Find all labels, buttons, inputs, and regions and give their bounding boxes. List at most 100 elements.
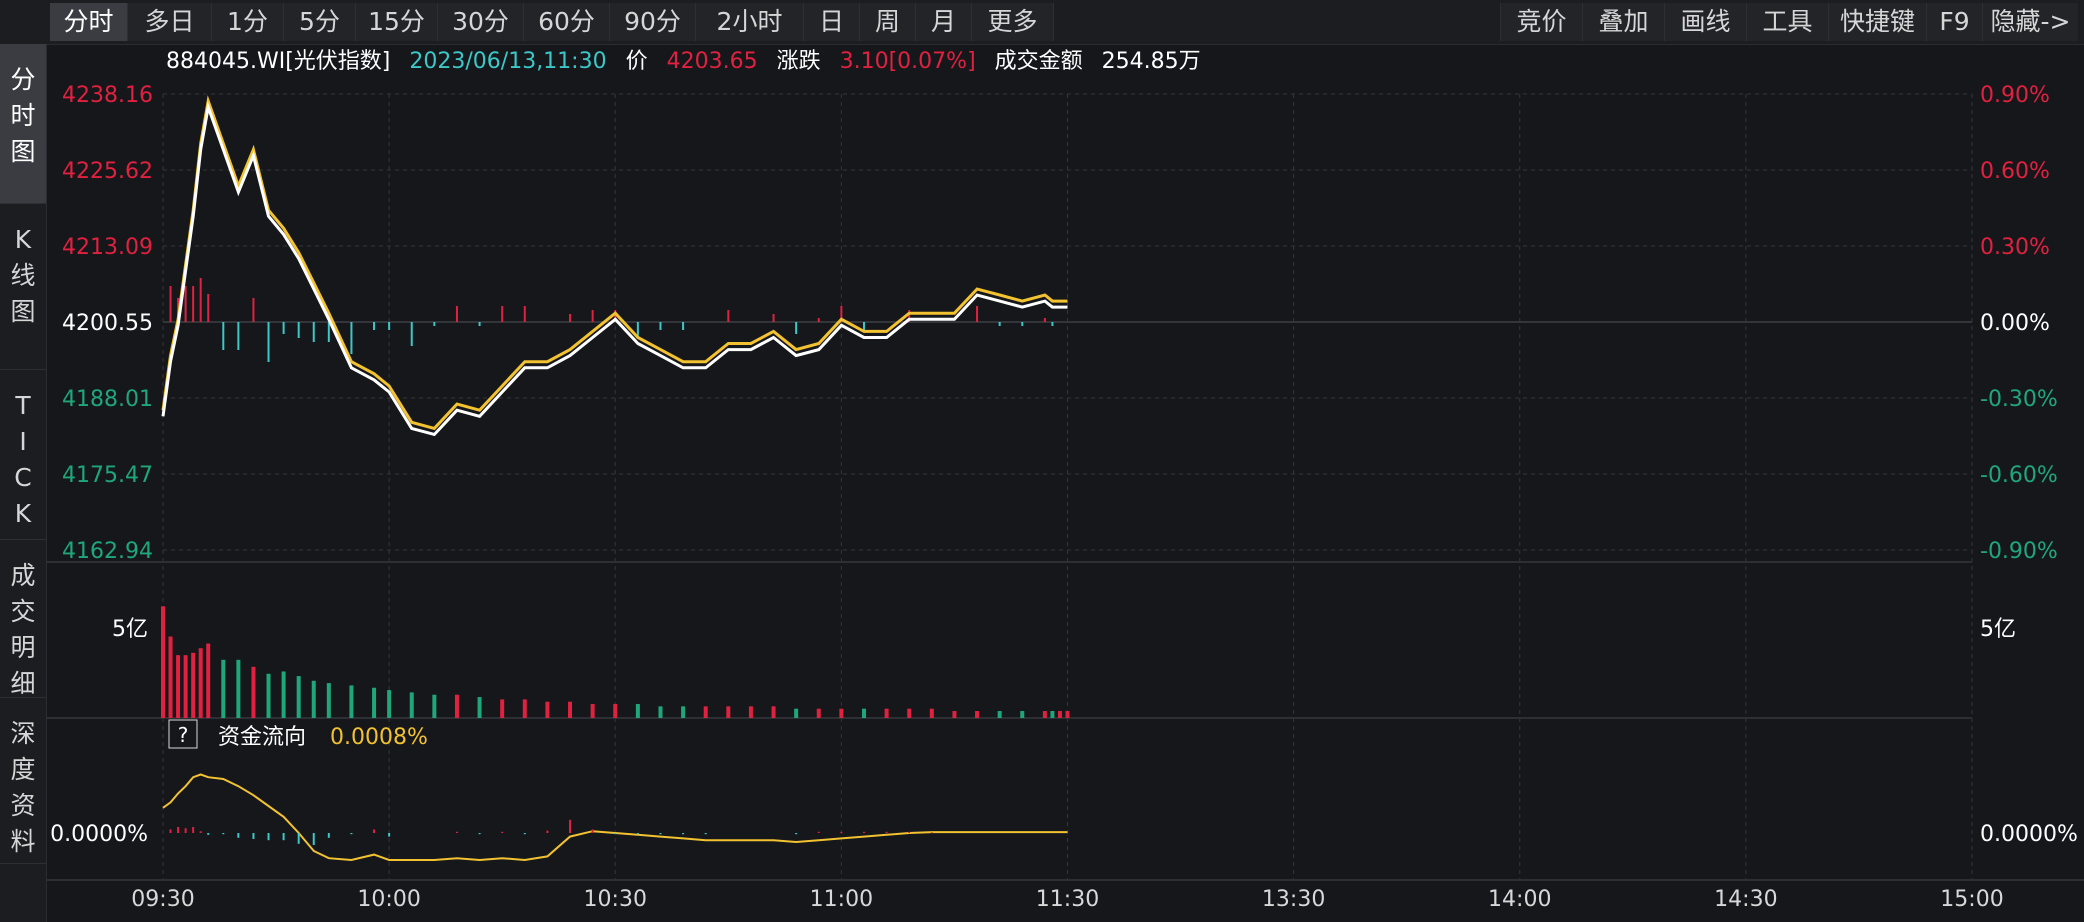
volume-bar [884, 708, 889, 718]
volume-bar [349, 685, 354, 718]
tab-1[interactable]: 多日 [128, 3, 212, 41]
volume-bar [311, 680, 316, 718]
volume-bar [221, 659, 226, 718]
tab-9[interactable]: 日 [804, 3, 860, 41]
volume-bar [281, 671, 286, 718]
volume-bar [387, 690, 392, 718]
volume-bar [168, 636, 173, 718]
tab-7[interactable]: 90分 [610, 3, 696, 41]
x-tick-8: 15:00 [1940, 887, 2003, 912]
volume-bar [839, 708, 844, 718]
toolbar: 分时 多日 1分 5分 15分 30分 60分 90分 2小时日周月更多 竞价 叠加 画线 工具 快捷键 F… [0, 0, 2084, 45]
tab-5[interactable]: 30分 [438, 3, 524, 41]
volume-bar [771, 706, 776, 718]
volume-bar [161, 606, 165, 718]
x-tick-5: 13:30 [1262, 887, 1325, 912]
x-tick-3: 11:00 [810, 887, 873, 912]
x-tick-0: 09:30 [131, 887, 194, 912]
toolbar-right-6[interactable]: 隐藏-> [1982, 3, 2078, 41]
help-icon-box [168, 719, 198, 749]
quote-datetime: 2023/06/13,11:30 [409, 49, 607, 74]
volume-bar [251, 666, 256, 718]
volume-bar [590, 704, 595, 718]
sidebar-item-2[interactable]: T I C K [0, 370, 46, 540]
volume-bar [975, 711, 980, 718]
y-label-right-1: 0.60% [1980, 159, 2050, 184]
sidebar-item-1[interactable]: K 线 图 [0, 204, 46, 370]
sidebar-item-0[interactable]: 分 时 图 [0, 44, 46, 204]
price-value: 4203.65 [666, 49, 758, 74]
y-label-left-3: 4200.55 [62, 311, 153, 336]
sidebar-item-3[interactable]: 成 交 明 细 [0, 540, 46, 698]
toolbar-right-0[interactable]: 竞价 [1500, 3, 1582, 41]
volume-bar [1065, 711, 1070, 718]
x-tick-2: 10:30 [584, 887, 647, 912]
y-label-right-2: 0.30% [1980, 235, 2050, 260]
tab-12[interactable]: 更多 [972, 3, 1054, 41]
volume-bar [613, 704, 618, 718]
volume-bar [568, 701, 573, 718]
x-tick-7: 14:30 [1714, 887, 1777, 912]
sidebar-item-4[interactable]: 深 度 资 料 [0, 698, 46, 864]
volume-bar [545, 701, 550, 718]
volume-bar [1050, 711, 1055, 718]
volume-bar [907, 708, 912, 718]
tab-11[interactable]: 月 [916, 3, 972, 41]
tab-6[interactable]: 60分 [524, 3, 610, 41]
toolbar-right-2[interactable]: 画线 [1664, 3, 1746, 41]
avg-price-line [161, 95, 1068, 431]
volume-bar [952, 711, 957, 718]
y-label-left-1: 4225.62 [62, 159, 153, 184]
volume-bar [236, 659, 241, 718]
y-label-right-6: -0.90% [1980, 539, 2058, 564]
tab-10[interactable]: 周 [860, 3, 916, 41]
volume-bar [176, 655, 181, 718]
tab-4[interactable]: 15分 [356, 3, 438, 41]
y-label-left-0: 4238.16 [62, 83, 153, 108]
toolbar-right-1[interactable]: 叠加 [1582, 3, 1664, 41]
volume-y-label-left: 5亿 [112, 617, 148, 642]
y-label-right-3: 0.00% [1980, 311, 2050, 336]
fund-flow-title: 资金流向 [218, 725, 306, 750]
fund-flow-y-label-left: 0.0000% [50, 822, 148, 847]
volume-bar [861, 708, 866, 718]
fund-flow-value: 0.0008% [330, 725, 428, 750]
volume-bar [1020, 711, 1025, 718]
y-label-left-2: 4213.09 [62, 235, 153, 260]
volume-bar [997, 711, 1002, 718]
volume-bar [409, 692, 414, 718]
volume-bar [372, 687, 377, 718]
quote-info: 884045.WI[光伏指数] 2023/06/13,11:30 价 4203.… [166, 46, 1213, 78]
volume-bar [296, 676, 301, 718]
volume-bar [658, 706, 663, 718]
y-label-left-5: 4175.47 [62, 463, 153, 488]
volume-bar [326, 683, 331, 718]
amount-value: 254.85万 [1101, 49, 1201, 74]
change-value: 3.10[0.07%] [839, 49, 976, 74]
volume-y-label-right: 5亿 [1980, 617, 2016, 642]
tab-8[interactable]: 2小时 [696, 3, 804, 41]
y-label-left-6: 4162.94 [62, 539, 153, 564]
x-tick-1: 10:00 [357, 887, 420, 912]
volume-bar [1042, 711, 1047, 718]
toolbar-right-3[interactable]: 工具 [1746, 3, 1828, 41]
volume-bar [794, 708, 799, 718]
toolbar-right-5[interactable]: F9 [1926, 3, 1982, 41]
volume-bar [432, 694, 437, 718]
volume-bar [816, 708, 821, 718]
price-line [161, 101, 1068, 437]
volume-bar [748, 706, 753, 718]
x-tick-4: 11:30 [1036, 887, 1099, 912]
volume-bar [183, 655, 188, 718]
toolbar-right-4[interactable]: 快捷键 [1828, 3, 1926, 41]
amount-label: 成交金额 [994, 49, 1083, 74]
tab-3[interactable]: 5分 [284, 3, 356, 41]
tab-0[interactable]: 分时 [50, 3, 128, 41]
tab-2[interactable]: 1分 [212, 3, 284, 41]
change-label: 涨跌 [776, 49, 821, 74]
y-label-right-5: -0.60% [1980, 463, 2058, 488]
volume-bar [500, 699, 505, 718]
y-label-right-0: 0.90% [1980, 83, 2050, 108]
